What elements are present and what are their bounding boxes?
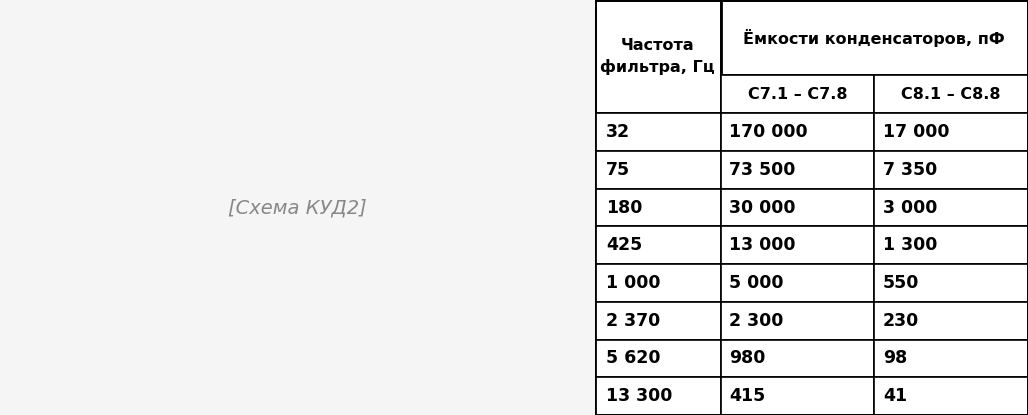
Text: 98: 98	[883, 349, 907, 367]
Bar	[874, 189, 1028, 226]
Text: C8.1 – C8.8: C8.1 – C8.8	[902, 87, 1001, 102]
Text: 75: 75	[605, 161, 630, 179]
Bar	[595, 151, 721, 189]
Text: Ёмкости конденсаторов, пФ: Ёмкости конденсаторов, пФ	[743, 29, 1005, 47]
Text: 17 000: 17 000	[883, 123, 950, 141]
Bar	[595, 264, 721, 302]
Bar	[721, 189, 874, 226]
Bar	[874, 302, 1028, 339]
Bar	[874, 226, 1028, 264]
Text: 3 000: 3 000	[883, 198, 938, 217]
Bar	[874, 113, 1028, 151]
Bar	[721, 339, 874, 377]
Bar	[721, 302, 874, 339]
Bar	[874, 151, 1028, 189]
Text: 32: 32	[605, 123, 630, 141]
Text: 425: 425	[605, 236, 642, 254]
Bar	[874, 339, 1028, 377]
Text: 2 370: 2 370	[605, 312, 660, 330]
Bar	[721, 76, 874, 113]
Text: [Схема КУД2]: [Схема КУД2]	[228, 198, 367, 217]
Bar	[595, 339, 721, 377]
Bar	[874, 264, 1028, 302]
Text: 7 350: 7 350	[883, 161, 938, 179]
Text: 415: 415	[729, 387, 766, 405]
Bar	[721, 0, 1028, 76]
Bar	[595, 113, 721, 151]
Bar	[721, 377, 874, 415]
Text: 230: 230	[883, 312, 919, 330]
Text: 1 000: 1 000	[605, 274, 660, 292]
Bar	[595, 226, 721, 264]
Bar	[595, 302, 721, 339]
Text: 13 000: 13 000	[729, 236, 796, 254]
Bar	[595, 0, 721, 113]
Text: Частота
фильтра, Гц: Частота фильтра, Гц	[600, 38, 715, 76]
Bar	[721, 113, 874, 151]
Text: 5 000: 5 000	[729, 274, 783, 292]
Text: 13 300: 13 300	[605, 387, 672, 405]
Text: 170 000: 170 000	[729, 123, 808, 141]
Bar	[721, 151, 874, 189]
Bar	[721, 226, 874, 264]
Bar	[595, 377, 721, 415]
Text: 5 620: 5 620	[605, 349, 660, 367]
Text: 41: 41	[883, 387, 907, 405]
Text: 2 300: 2 300	[729, 312, 783, 330]
Bar	[595, 189, 721, 226]
Text: 180: 180	[605, 198, 642, 217]
Text: 550: 550	[883, 274, 919, 292]
Bar	[874, 76, 1028, 113]
Text: C7.1 – C7.8: C7.1 – C7.8	[747, 87, 847, 102]
Text: 980: 980	[729, 349, 766, 367]
Bar	[721, 264, 874, 302]
Text: 30 000: 30 000	[729, 198, 796, 217]
Text: 73 500: 73 500	[729, 161, 796, 179]
Bar	[874, 377, 1028, 415]
Text: 1 300: 1 300	[883, 236, 938, 254]
